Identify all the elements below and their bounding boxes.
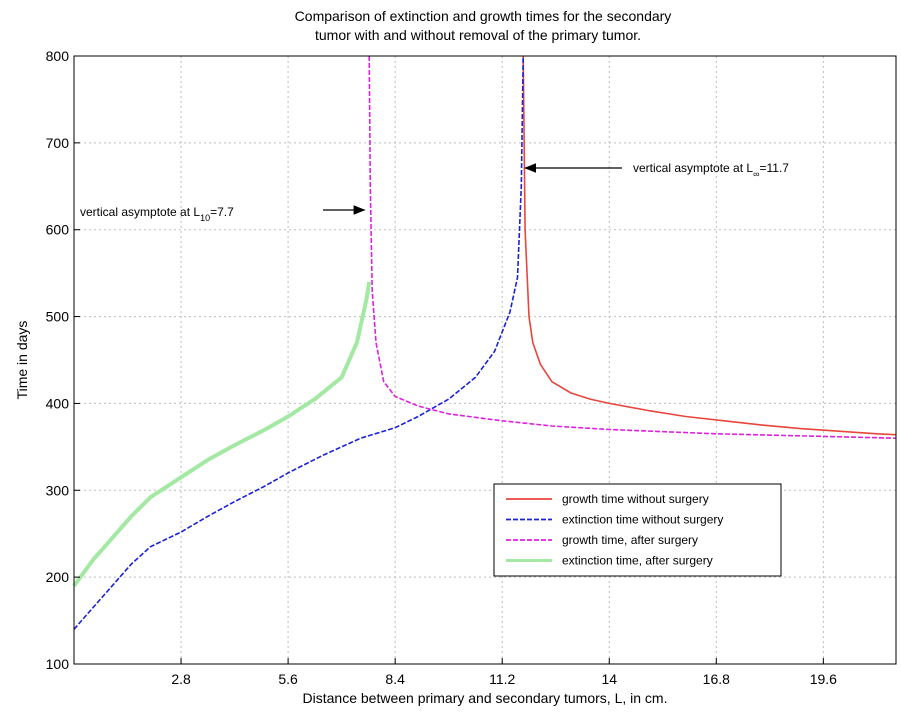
legend-label-3: growth time, after surgery xyxy=(562,533,698,547)
y-tick-label: 600 xyxy=(46,222,70,238)
chart-title: Comparison of extinction and growth time… xyxy=(295,8,672,43)
series-line-4 xyxy=(72,281,372,587)
grid xyxy=(74,56,896,664)
x-tick-label: 8.4 xyxy=(385,671,405,687)
y-axis-ticks: 100 200 300 400 500 600 700 800 xyxy=(46,48,80,672)
x-tick-label: 11.2 xyxy=(489,671,515,687)
legend: growth time without surgery extinction ti… xyxy=(493,483,782,577)
y-tick-label: 700 xyxy=(46,135,70,151)
y-tick-label: 100 xyxy=(46,656,70,672)
asymptote-annotation-2: vertical asymptote at L∞=11.7 xyxy=(633,161,789,179)
x-tick-label: 16.8 xyxy=(703,671,730,687)
series-line-2 xyxy=(73,55,524,630)
x-tick-label: 19.6 xyxy=(810,671,837,687)
chart-title-line-2: tumor with and without removal of the pr… xyxy=(315,27,641,43)
x-tick-label: 2.8 xyxy=(171,671,191,687)
y-tick-label: 300 xyxy=(46,482,70,498)
annotation-suffix: =11.7 xyxy=(759,161,789,175)
asymptote-annotation-1: vertical asymptote at L10=7.7 xyxy=(80,205,234,223)
legend-label-1: growth time without surgery xyxy=(562,492,709,506)
y-tick-label: 400 xyxy=(46,395,70,411)
x-tick-label: 5.6 xyxy=(278,671,298,687)
x-tick-label: 14 xyxy=(601,671,617,687)
annotation-subscript: ∞ xyxy=(753,169,759,179)
annotation-suffix: =7.7 xyxy=(210,205,234,219)
x-axis-label: Distance between primary and secondary t… xyxy=(303,690,668,706)
legend-label-4: extinction time, after surgery xyxy=(562,554,713,568)
x-axis-ticks: 2.8 5.6 8.4 11.2 14 16.8 19.6 xyxy=(171,658,837,687)
annotation-prefix: vertical asymptote at L xyxy=(80,205,200,219)
plot-series xyxy=(72,55,897,630)
plot-frame xyxy=(73,55,897,665)
annotation-subscript: 10 xyxy=(200,213,210,223)
chart-title-line-1: Comparison of extinction and growth time… xyxy=(295,8,672,24)
legend-label-2: extinction time without surgery xyxy=(562,513,723,527)
series-line-1 xyxy=(522,55,897,436)
y-tick-label: 500 xyxy=(46,309,70,325)
annotation-prefix: vertical asymptote at L xyxy=(633,161,753,175)
series-line-3 xyxy=(368,55,897,439)
y-tick-label: 200 xyxy=(46,569,70,585)
y-axis-label: Time in days xyxy=(14,321,30,400)
y-tick-label: 800 xyxy=(46,48,70,64)
